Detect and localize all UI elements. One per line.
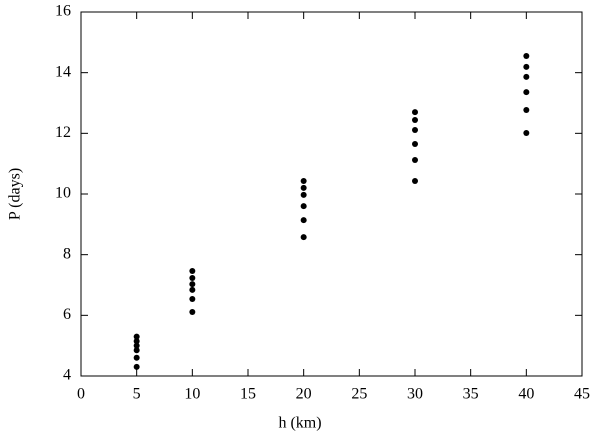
x-tick-label: 25 <box>351 386 367 403</box>
point <box>189 295 196 302</box>
y-tick-label: 16 <box>55 3 71 20</box>
point <box>300 177 307 184</box>
point <box>189 281 196 288</box>
point <box>300 184 307 191</box>
point <box>300 234 307 241</box>
point <box>189 268 196 275</box>
point <box>300 191 307 198</box>
x-tick-label: 30 <box>407 386 423 403</box>
point <box>523 52 530 59</box>
point <box>133 338 140 345</box>
y-axis-label: P (days) <box>7 168 24 220</box>
point <box>412 157 418 164</box>
x-axis-label: h (km) <box>278 415 321 432</box>
point <box>523 130 530 137</box>
point <box>300 203 307 210</box>
x-tick-label: 40 <box>518 386 534 403</box>
y-tick-label: 6 <box>63 306 71 323</box>
point <box>412 140 418 147</box>
x-tick-label: 15 <box>240 386 256 403</box>
point <box>133 342 140 349</box>
point <box>523 73 530 80</box>
point <box>133 354 140 361</box>
point <box>133 333 140 340</box>
point <box>412 116 418 123</box>
point <box>189 286 196 293</box>
point <box>412 109 418 116</box>
y-tick-label: 10 <box>55 185 71 202</box>
point <box>412 126 418 133</box>
x-tick-label: 5 <box>133 386 141 403</box>
plot-frame <box>80 11 583 377</box>
point <box>189 308 196 315</box>
x-tick-label: 35 <box>463 386 479 403</box>
point <box>133 363 140 370</box>
point <box>523 89 530 96</box>
y-tick-label: 12 <box>55 124 71 141</box>
point <box>412 177 418 184</box>
x-tick-label: 20 <box>296 386 312 403</box>
y-tick-label: 4 <box>63 367 71 384</box>
x-tick-label: 10 <box>184 386 200 403</box>
point <box>133 347 140 354</box>
y-tick-label: 8 <box>63 245 71 262</box>
x-tick-label: 0 <box>77 386 85 403</box>
point <box>189 275 196 282</box>
x-tick-label: 45 <box>574 386 590 403</box>
point <box>523 106 530 113</box>
y-tick-label: 14 <box>55 63 71 80</box>
point <box>300 217 307 224</box>
point <box>523 63 530 70</box>
